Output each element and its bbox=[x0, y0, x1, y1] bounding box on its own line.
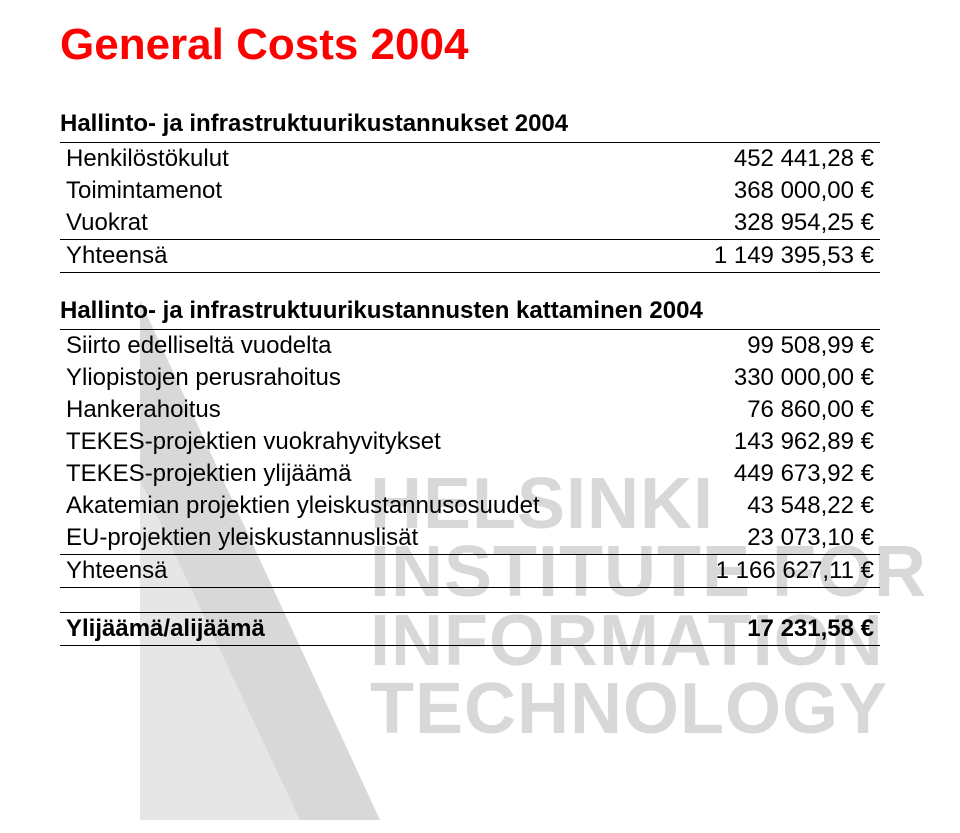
row-label: Henkilöstökulut bbox=[60, 143, 473, 176]
total-value: 1 149 395,53 € bbox=[473, 240, 880, 273]
section2-header: Hallinto- ja infrastruktuurikustannusten… bbox=[60, 297, 910, 325]
section2-total-row: Yhteensä 1 166 627,11 € bbox=[60, 555, 880, 588]
balance-label: Ylijäämä/alijäämä bbox=[60, 613, 554, 646]
row-value: 43 548,22 € bbox=[667, 490, 880, 522]
page-title: General Costs 2004 bbox=[60, 20, 910, 70]
watermark-line4: TECHNOLOGY bbox=[370, 675, 927, 743]
row-label: Akatemian projektien yleiskustannusosuud… bbox=[60, 490, 667, 522]
section2-table: Siirto edelliseltä vuodelta 99 508,99 € … bbox=[60, 329, 880, 588]
row-value: 368 000,00 € bbox=[473, 175, 880, 207]
row-value: 99 508,99 € bbox=[667, 330, 880, 363]
row-label: EU-projektien yleiskustannuslisät bbox=[60, 522, 667, 555]
row-label: TEKES-projektien ylijäämä bbox=[60, 458, 667, 490]
balance-row: Ylijäämä/alijäämä 17 231,58 € bbox=[60, 613, 880, 646]
row-value: 143 962,89 € bbox=[667, 426, 880, 458]
total-value: 1 166 627,11 € bbox=[667, 555, 880, 588]
row-label: Vuokrat bbox=[60, 207, 473, 240]
row-label: Yliopistojen perusrahoitus bbox=[60, 362, 667, 394]
balance-value: 17 231,58 € bbox=[554, 613, 880, 646]
row-label: Siirto edelliseltä vuodelta bbox=[60, 330, 667, 363]
row-value: 23 073,10 € bbox=[667, 522, 880, 555]
row-label: Hankerahoitus bbox=[60, 394, 667, 426]
table-row: Toimintamenot 368 000,00 € bbox=[60, 175, 880, 207]
table-row: EU-projektien yleiskustannuslisät 23 073… bbox=[60, 522, 880, 555]
total-label: Yhteensä bbox=[60, 240, 473, 273]
table-row: Henkilöstökulut 452 441,28 € bbox=[60, 143, 880, 176]
total-label: Yhteensä bbox=[60, 555, 667, 588]
table-row: TEKES-projektien ylijäämä 449 673,92 € bbox=[60, 458, 880, 490]
table-row: Hankerahoitus 76 860,00 € bbox=[60, 394, 880, 426]
row-label: TEKES-projektien vuokrahyvitykset bbox=[60, 426, 667, 458]
row-value: 76 860,00 € bbox=[667, 394, 880, 426]
section1-total-row: Yhteensä 1 149 395,53 € bbox=[60, 240, 880, 273]
row-value: 452 441,28 € bbox=[473, 143, 880, 176]
row-label: Toimintamenot bbox=[60, 175, 473, 207]
row-value: 449 673,92 € bbox=[667, 458, 880, 490]
section1-header: Hallinto- ja infrastruktuurikustannukset… bbox=[60, 110, 910, 138]
balance-table: Ylijäämä/alijäämä 17 231,58 € bbox=[60, 612, 880, 646]
section1-table: Henkilöstökulut 452 441,28 € Toimintamen… bbox=[60, 142, 880, 273]
table-row: Siirto edelliseltä vuodelta 99 508,99 € bbox=[60, 330, 880, 363]
table-row: Vuokrat 328 954,25 € bbox=[60, 207, 880, 240]
table-row: Yliopistojen perusrahoitus 330 000,00 € bbox=[60, 362, 880, 394]
table-row: Akatemian projektien yleiskustannusosuud… bbox=[60, 490, 880, 522]
row-value: 328 954,25 € bbox=[473, 207, 880, 240]
table-row: TEKES-projektien vuokrahyvitykset 143 96… bbox=[60, 426, 880, 458]
row-value: 330 000,00 € bbox=[667, 362, 880, 394]
